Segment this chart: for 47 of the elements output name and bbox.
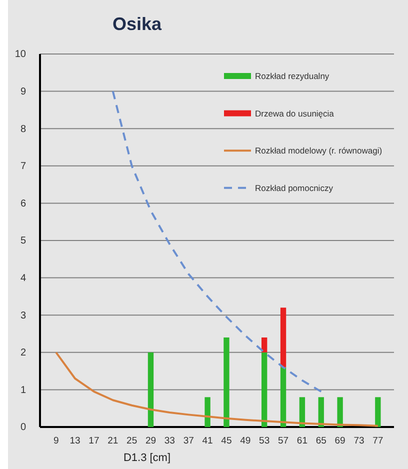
x-tick-label: 37	[183, 436, 194, 447]
y-tick-label: 1	[20, 384, 26, 396]
y-tick-label: 4	[20, 273, 26, 284]
bar	[261, 352, 268, 427]
x-tick-label: 53	[259, 436, 270, 447]
legend-label: Rozkład modelowy (r. równowagi)	[255, 146, 382, 156]
x-tick-label: 49	[240, 436, 251, 447]
x-tick-label: 65	[316, 436, 326, 447]
bar	[204, 397, 210, 427]
y-tick-label: 10	[14, 49, 26, 60]
legend-label: Rozkład rezydualny	[255, 71, 330, 81]
y-tick-label: 0	[20, 422, 26, 434]
x-tick-label: 29	[145, 436, 156, 447]
y-tick-label: 3	[20, 310, 26, 322]
y-tick-label: 6	[20, 198, 26, 210]
chart-title: Osika	[112, 14, 162, 34]
x-tick-label: 25	[126, 436, 138, 447]
x-tick-label: 77	[372, 436, 384, 447]
x-axis-title: D1.3 [cm]	[123, 452, 171, 464]
x-tick-label: 17	[88, 436, 100, 447]
y-tick-label: 7	[20, 161, 26, 172]
x-tick-label: 73	[354, 436, 364, 447]
y-tick-label: 5	[20, 236, 26, 247]
bar	[261, 337, 268, 352]
bar	[375, 397, 381, 427]
x-tick-label: 21	[108, 436, 118, 447]
y-tick-label: 8	[20, 124, 26, 135]
x-tick-label: 33	[164, 436, 175, 447]
y-tick-label: 2	[20, 348, 26, 359]
x-tick-label: 61	[296, 436, 308, 447]
x-tick-label: 57	[278, 436, 289, 447]
line-series	[55, 351, 379, 427]
x-tick-label: 13	[70, 436, 80, 447]
x-tick-label: 45	[221, 436, 232, 447]
bar	[280, 367, 286, 427]
x-tick-label: 9	[53, 436, 59, 447]
bar	[148, 352, 154, 427]
bar	[280, 308, 286, 368]
x-tick-label: 69	[334, 436, 346, 447]
legend-label: Drzewa do usunięcia	[255, 108, 334, 118]
bar	[299, 397, 306, 427]
bar	[224, 337, 230, 427]
legend-label: Rozkład pomocniczy	[255, 182, 334, 193]
bar	[318, 397, 324, 427]
x-tick-label: 41	[202, 436, 213, 447]
bar	[337, 397, 343, 427]
y-tick-label: 9	[20, 86, 26, 98]
